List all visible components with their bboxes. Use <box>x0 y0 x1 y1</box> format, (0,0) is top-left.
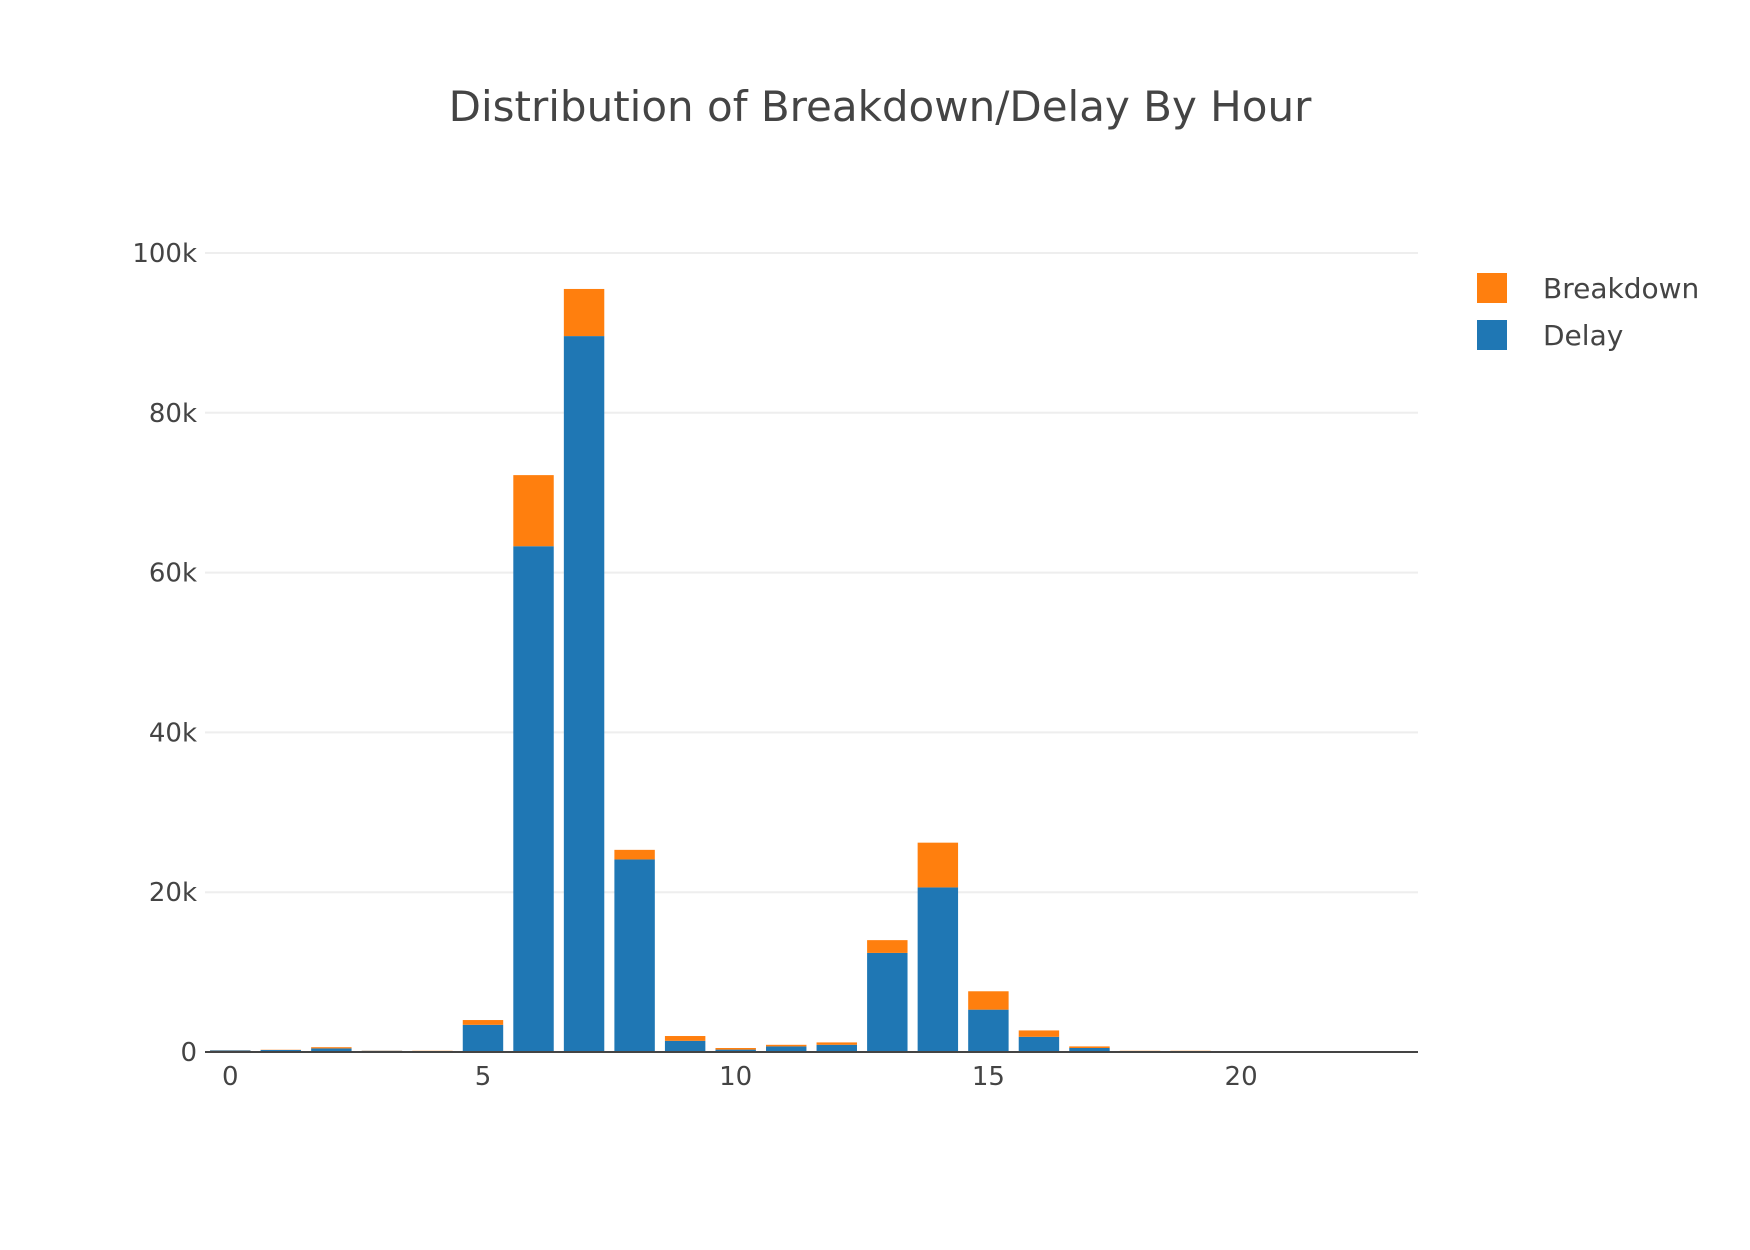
bar-breakdown[interactable] <box>1018 1030 1060 1037</box>
bar-delay[interactable] <box>664 1040 706 1052</box>
legend[interactable]: Breakdown Delay <box>1477 272 1699 352</box>
bar-breakdown[interactable] <box>715 1048 756 1050</box>
chart-title: Distribution of Breakdown/Delay By Hour <box>448 82 1312 131</box>
bar-delay[interactable] <box>867 952 908 1052</box>
bar-breakdown[interactable] <box>462 1020 504 1025</box>
bar-breakdown[interactable] <box>614 849 655 860</box>
bars <box>210 288 1413 1052</box>
bar-breakdown[interactable] <box>816 1042 857 1045</box>
bar-delay[interactable] <box>563 336 605 1052</box>
x-tick-label: 5 <box>475 1062 492 1092</box>
bar-breakdown[interactable] <box>867 940 908 953</box>
bar-delay[interactable] <box>917 887 959 1052</box>
y-tick-label: 0 <box>180 1038 197 1068</box>
bar-breakdown[interactable] <box>513 475 554 547</box>
y-tick-label: 60k <box>149 559 197 589</box>
bar-delay[interactable] <box>1069 1048 1110 1052</box>
x-tick-label: 15 <box>972 1062 1005 1092</box>
x-tick-label: 20 <box>1225 1062 1258 1092</box>
legend-label-breakdown[interactable]: Breakdown <box>1543 272 1699 305</box>
y-tick-label: 100k <box>132 239 197 269</box>
bar-delay[interactable] <box>614 859 655 1052</box>
gridlines <box>205 252 1418 894</box>
bar-delay[interactable] <box>513 546 554 1052</box>
bar-breakdown[interactable] <box>311 1047 352 1049</box>
bar-delay[interactable] <box>462 1024 504 1052</box>
y-tick-label: 80k <box>149 399 197 429</box>
bar-delay[interactable] <box>311 1048 352 1052</box>
legend-label-delay[interactable]: Delay <box>1543 319 1623 352</box>
axes: 0 20k 40k 60k 80k 100k 0 5 10 15 20 <box>132 239 1418 1092</box>
bar-breakdown[interactable] <box>563 288 605 337</box>
bar-delay[interactable] <box>1018 1036 1060 1052</box>
legend-swatch-breakdown[interactable] <box>1477 273 1507 303</box>
bar-delay[interactable] <box>715 1049 756 1052</box>
legend-swatch-delay[interactable] <box>1477 320 1507 350</box>
bar-delay[interactable] <box>816 1044 857 1052</box>
y-tick-label: 40k <box>149 718 197 748</box>
bar-delay[interactable] <box>766 1046 807 1052</box>
bar-breakdown[interactable] <box>1069 1046 1110 1049</box>
bar-breakdown[interactable] <box>917 842 959 888</box>
y-tick-label: 20k <box>149 878 197 908</box>
bar-breakdown[interactable] <box>766 1044 807 1047</box>
x-tick-label: 10 <box>719 1062 752 1092</box>
bar-breakdown[interactable] <box>968 991 1009 1010</box>
bar-breakdown[interactable] <box>664 1036 706 1041</box>
x-tick-label: 0 <box>222 1062 239 1092</box>
bar-delay[interactable] <box>968 1009 1009 1052</box>
